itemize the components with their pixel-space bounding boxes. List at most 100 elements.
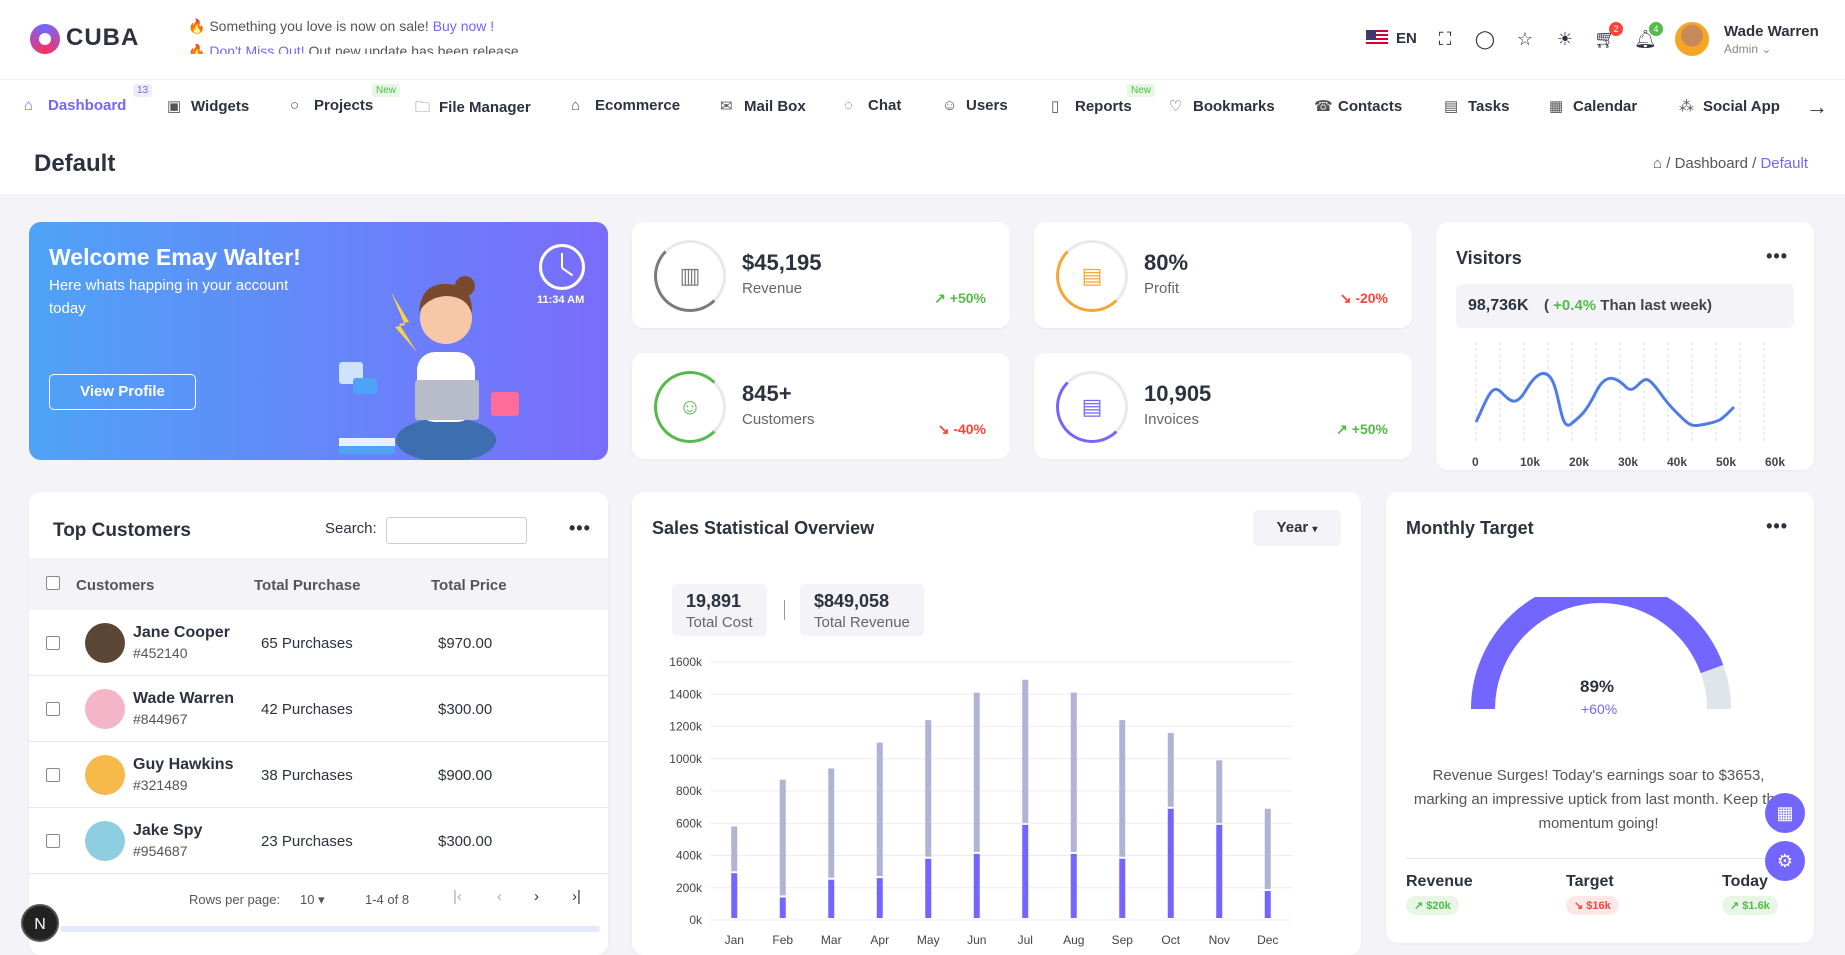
nav-reports[interactable]: ▯ Reports <box>1051 97 1132 115</box>
nav-chat[interactable]: ◌ Chat <box>844 97 901 114</box>
first-page-icon[interactable]: |‹ <box>453 888 462 905</box>
price: $300.00 <box>438 701 493 718</box>
n-badge-icon[interactable]: N <box>21 904 59 942</box>
nav-widgets[interactable]: ▣ Widgets <box>167 97 249 115</box>
theme-toggle-icon[interactable]: ☀ <box>1556 29 1574 49</box>
price: $900.00 <box>438 767 493 784</box>
star-icon[interactable]: ☆ <box>1516 29 1534 49</box>
dropdown-icon: ▾ <box>318 892 325 907</box>
nav-label: Ecommerce <box>595 97 681 114</box>
revenue-icon: ▥ <box>666 252 714 300</box>
us-flag-icon[interactable] <box>1366 30 1388 46</box>
breadcrumb-separator: / <box>1666 155 1671 172</box>
settings-gear-icon[interactable]: ⚙ <box>1765 841 1805 881</box>
logo-icon[interactable] <box>30 24 60 54</box>
fullscreen-icon[interactable]: ⛶ <box>1438 29 1452 49</box>
customer-name: Guy Hawkins <box>133 756 234 773</box>
x-tick-label: Sep <box>1112 933 1134 947</box>
nav-social-app[interactable]: ⁂ Social App <box>1679 97 1780 115</box>
breadcrumb-dashboard[interactable]: Dashboard <box>1674 155 1748 172</box>
row-checkbox[interactable] <box>46 834 60 848</box>
y-tick-label: 400k <box>676 849 703 863</box>
bar-segment <box>731 826 738 872</box>
table-row[interactable]: Jake Spy #954687 23 Purchases $300.00 <box>29 808 608 874</box>
stat-label: Revenue <box>742 280 803 297</box>
welcome-time: 11:34 AM <box>537 294 585 306</box>
customer-search-input[interactable] <box>386 517 527 544</box>
buy-now-link[interactable]: Buy now ! <box>432 18 495 34</box>
column-header[interactable]: Total Purchase <box>254 577 361 594</box>
nav-file-manager[interactable]: 🗀︎ File Manager <box>415 97 531 122</box>
column-header[interactable]: Customers <box>76 577 155 594</box>
nav-users[interactable]: ☺ Users <box>942 97 1008 114</box>
ticker-line-2: 🔥 Don't Miss Out! Out new update has bee… <box>188 44 523 54</box>
welcome-subtitle: Here whats happing in your account today <box>49 277 289 317</box>
nav-bookmarks[interactable]: ♡ Bookmarks <box>1169 97 1275 115</box>
revenue-stat-card: ▥ $45,195 Revenue ↗ +50% <box>632 222 1010 328</box>
bar-segment <box>1070 853 1077 918</box>
customer-name: Jake Spy <box>133 822 203 839</box>
total-revenue-box: $849,058 Total Revenue <box>800 584 924 636</box>
table-row[interactable]: Wade Warren #844967 42 Purchases $300.00 <box>29 676 608 742</box>
nav-projects[interactable]: ○ Projects <box>290 97 373 114</box>
y-tick-label: 200k <box>676 881 703 895</box>
nav-contacts[interactable]: ☎ Contacts <box>1314 97 1402 115</box>
bar-segment <box>925 858 932 918</box>
user-role[interactable]: Admin ⌄ <box>1724 42 1772 56</box>
next-page-icon[interactable]: › <box>534 888 539 905</box>
nav-ecommerce[interactable]: ⌂ Ecommerce <box>571 97 680 114</box>
apps-grid-icon[interactable]: ▦ <box>1765 793 1805 833</box>
more-options-icon[interactable]: ••• <box>569 518 591 538</box>
more-options-icon[interactable]: ••• <box>1766 516 1788 536</box>
more-options-icon[interactable]: ••• <box>1766 246 1788 266</box>
revenue-label: Revenue <box>1406 873 1473 890</box>
x-tick-label: Jan <box>725 933 744 947</box>
nav-calendar[interactable]: ▦ Calendar <box>1549 97 1637 115</box>
row-checkbox[interactable] <box>46 702 60 716</box>
rows-per-page-value: 10 <box>300 892 315 907</box>
language-selector[interactable]: EN <box>1396 30 1417 47</box>
x-tick: 0 <box>1472 455 1479 469</box>
select-all-checkbox[interactable] <box>46 576 60 590</box>
user-name[interactable]: Wade Warren <box>1724 23 1819 40</box>
bar-segment <box>1022 824 1029 918</box>
trend-up-icon: ↗ <box>1336 421 1348 437</box>
row-checkbox[interactable] <box>46 768 60 782</box>
nav-mail-box[interactable]: ✉ Mail Box <box>720 97 806 115</box>
revenue-badge: ↗ $20k <box>1406 896 1459 915</box>
view-profile-button[interactable]: View Profile <box>49 374 196 410</box>
logo-text[interactable]: CUBA <box>66 24 140 51</box>
user-avatar[interactable] <box>1675 22 1709 56</box>
bar-segment <box>1022 679 1029 823</box>
cart-icon[interactable]: 🛒︎ 2 <box>1594 22 1623 50</box>
nav-next-arrow-icon[interactable]: → <box>1806 94 1828 119</box>
visitors-change-value: +0.4% <box>1553 297 1597 314</box>
y-tick-label: 1400k <box>669 687 703 701</box>
row-checkbox[interactable] <box>46 636 60 650</box>
year-dropdown[interactable]: Year ▾ <box>1253 510 1341 546</box>
divider <box>784 600 785 620</box>
rows-per-page-select[interactable]: 10 ▾ <box>300 892 325 908</box>
phone-icon: ☎ <box>1314 98 1333 115</box>
bar-segment <box>731 873 738 918</box>
bar-segment <box>1167 732 1174 807</box>
home-icon[interactable]: ⌂ <box>1652 155 1663 172</box>
y-tick-label: 1200k <box>669 720 703 734</box>
prev-page-icon[interactable]: ‹ <box>497 888 502 905</box>
column-header[interactable]: Total Price <box>431 577 507 594</box>
bar-segment <box>973 853 980 918</box>
last-page-icon[interactable]: ›| <box>572 888 581 905</box>
x-tick-label: Dec <box>1257 933 1278 947</box>
target-percent: 89% <box>1580 677 1615 696</box>
table-row[interactable]: Guy Hawkins #321489 38 Purchases $900.00 <box>29 742 608 808</box>
dont-miss-link[interactable]: Don't Miss Out! <box>209 44 305 54</box>
nav-dashboard[interactable]: ⌂ Dashboard <box>24 97 126 114</box>
table-row[interactable]: Jane Cooper #452140 65 Purchases $970.00 <box>29 610 608 676</box>
nav-tasks[interactable]: ▤ Tasks <box>1444 97 1509 115</box>
page-title: Default <box>34 150 116 177</box>
bell-icon[interactable]: 🔔︎ 4 <box>1634 22 1663 50</box>
horizontal-scrollbar[interactable] <box>60 926 600 932</box>
search-icon[interactable]: ◯ <box>1474 29 1496 49</box>
nav-label: Chat <box>868 97 902 114</box>
nav-label: Projects <box>314 97 374 114</box>
